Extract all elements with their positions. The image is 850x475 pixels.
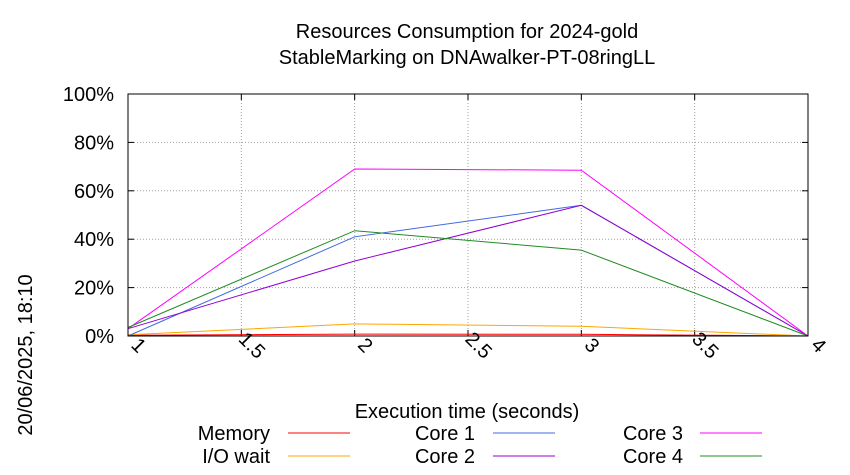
x-tick-label: 2 [353, 334, 376, 357]
legend-label: Core 4 [623, 446, 683, 468]
series-line-memory [127, 333, 809, 337]
y-tick-labels: 0% 20% 40% 60% 80% 100% [63, 84, 114, 348]
series-line-i-o-wait [127, 323, 809, 337]
plot-frame [127, 93, 809, 337]
y-tick-label: 80% [74, 132, 114, 154]
x-tick-label: 3 [580, 334, 603, 357]
grid-lines [127, 93, 809, 337]
x-tick-labels: 1 1.5 2 2.5 3 3.5 4 [127, 328, 830, 363]
timestamp-label: 20/06/2025, 18:10 [15, 274, 37, 435]
chart-title: Resources Consumption for 2024-gold [296, 21, 638, 43]
y-tick-label: 60% [74, 181, 114, 203]
series-lines [127, 168, 809, 337]
legend-label: I/O wait [202, 446, 270, 468]
legend-label: Memory [198, 423, 270, 445]
legend-label: Core 3 [623, 423, 683, 445]
y-tick-label: 100% [63, 84, 114, 106]
series-line-core-4 [127, 230, 809, 337]
chart-subtitle: StableMarking on DNAwalker-PT-08ringLL [279, 47, 655, 69]
series-line-core-2 [127, 204, 809, 337]
y-tick-label: 20% [74, 278, 114, 300]
x-tick-label: 3.5 [687, 328, 722, 363]
series-line-core-3 [127, 168, 809, 337]
x-tick-label: 2.5 [461, 328, 496, 363]
x-tick-label: 1.5 [234, 328, 269, 363]
x-axis-label: Execution time (seconds) [355, 401, 580, 423]
legend-label: Core 2 [415, 446, 475, 468]
x-tick-label: 4 [807, 334, 830, 357]
y-tick-label: 0% [85, 326, 114, 348]
y-tick-label: 40% [74, 229, 114, 251]
legend-label: Core 1 [415, 423, 475, 445]
x-tick-label: 1 [127, 334, 150, 357]
